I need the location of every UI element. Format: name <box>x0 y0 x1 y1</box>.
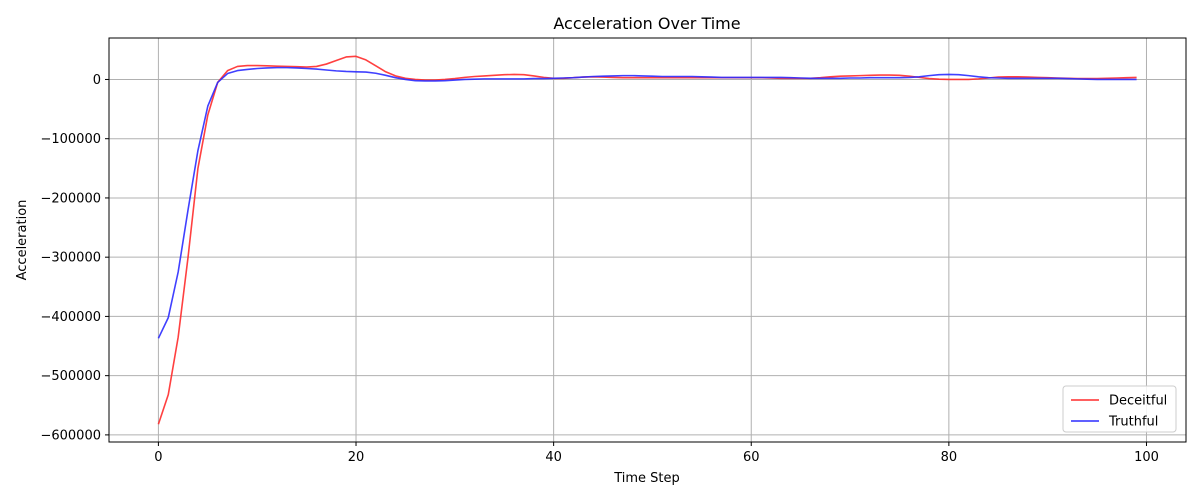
y-tick-label: 0 <box>93 73 101 88</box>
legend: Deceitful Truthful <box>1062 385 1177 433</box>
grid <box>109 38 1186 442</box>
y-tick-label: −300000 <box>40 251 101 266</box>
y-tick-label: −200000 <box>40 191 101 206</box>
y-tick-label: −500000 <box>40 369 101 384</box>
y-tick-label: −600000 <box>40 428 101 443</box>
x-tick-label: 80 <box>941 450 958 465</box>
legend-label-deceitful: Deceitful <box>1109 394 1167 409</box>
x-tick-label: 60 <box>743 450 760 465</box>
y-axis-title: Acceleration <box>15 200 30 281</box>
x-tick-label: 20 <box>348 450 365 465</box>
y-tick-label: −400000 <box>40 310 101 325</box>
series-line-deceitful <box>157 55 1137 425</box>
x-tick-label: 0 <box>154 450 162 465</box>
legend-label-truthful: Truthful <box>1108 415 1158 430</box>
series-lines <box>157 55 1137 425</box>
plot-frame <box>108 37 1187 443</box>
axis-ticks: 0 20 40 60 80 100 0 −100000 −200000 −300000 −40000… <box>40 73 1158 465</box>
chart-title: Acceleration Over Time <box>553 14 740 33</box>
x-axis-title: Time Step <box>613 471 680 486</box>
x-tick-label: 100 <box>1134 450 1159 465</box>
series-line-truthful <box>157 66 1137 339</box>
x-tick-label: 40 <box>545 450 562 465</box>
y-tick-label: −100000 <box>40 132 101 147</box>
